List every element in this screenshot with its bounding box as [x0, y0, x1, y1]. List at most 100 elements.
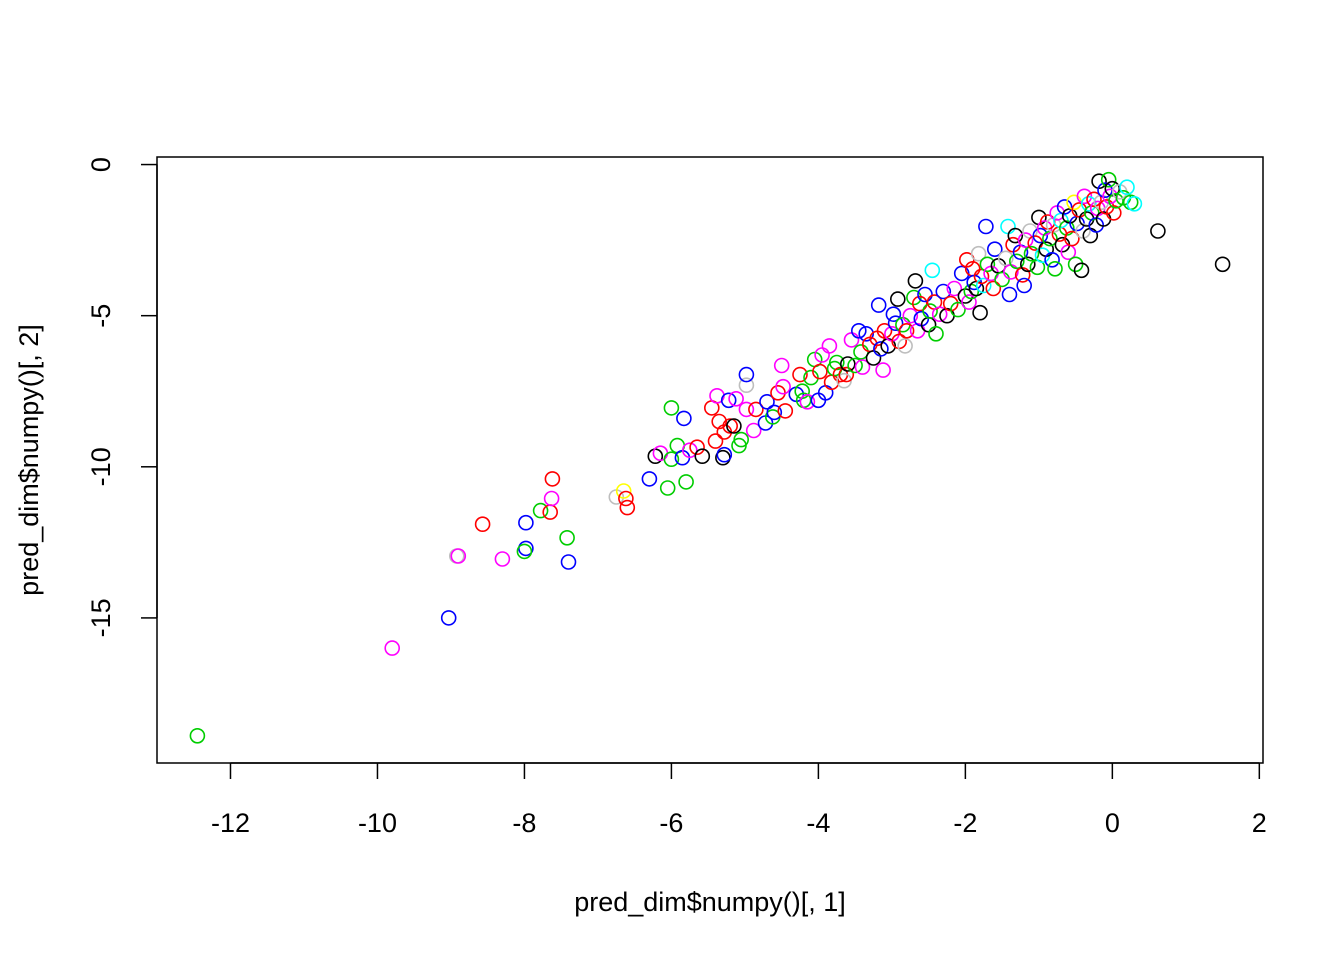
data-point [1031, 209, 1047, 226]
data-point [838, 366, 855, 383]
x-tick-label: -8 [512, 808, 536, 838]
x-tick-label: 2 [1252, 808, 1267, 838]
y-tick-label: 0 [86, 157, 116, 172]
data-point [885, 306, 902, 323]
data-point [559, 529, 575, 546]
data-point [766, 404, 783, 421]
y-axis-label: pred_dim$numpy()[, 2] [14, 324, 44, 596]
data-point [953, 265, 970, 282]
data-point [678, 474, 694, 490]
data-point [994, 271, 1010, 288]
data-point [1008, 253, 1025, 270]
data-point [516, 543, 533, 560]
data-point [850, 322, 867, 339]
data-point [1100, 171, 1117, 188]
data-point [873, 341, 889, 357]
data-point [1044, 251, 1060, 268]
data-point [560, 554, 577, 570]
y-axis: 0 -5 -10 -15 [86, 157, 158, 637]
data-point [543, 490, 560, 507]
data-point [1000, 218, 1016, 235]
data-point [681, 442, 698, 459]
data-point [745, 422, 762, 439]
data-point [898, 322, 915, 339]
data-point [707, 433, 724, 449]
x-tick-label: -4 [806, 808, 830, 838]
data-point [738, 377, 755, 394]
data-point [720, 392, 737, 409]
data-point [1001, 286, 1018, 303]
data-point [911, 295, 928, 312]
x-tick-label: 0 [1105, 808, 1120, 838]
data-point [1073, 262, 1090, 279]
data-point [494, 551, 511, 567]
data-point [1047, 260, 1063, 277]
data-point [440, 610, 457, 626]
data-point [775, 378, 791, 395]
data-point [652, 445, 669, 462]
data-point [907, 273, 924, 289]
data-point [659, 480, 676, 496]
plot-frame [156, 156, 1264, 764]
data-point [902, 307, 919, 324]
data-point [733, 431, 750, 448]
data-point [770, 384, 786, 401]
data-point [985, 280, 1002, 297]
data-point [889, 291, 906, 307]
data-point [728, 390, 744, 407]
data-point [619, 499, 636, 516]
data-point [870, 297, 887, 313]
data-point [641, 471, 658, 487]
data-point [1076, 188, 1093, 205]
data-point [887, 315, 904, 332]
data-point [711, 413, 728, 430]
data-point [897, 338, 913, 354]
data-point [676, 410, 692, 427]
data-point [1086, 191, 1102, 208]
data-point [1214, 256, 1231, 273]
data-point [544, 471, 561, 487]
data-point [931, 306, 948, 323]
data-point [843, 332, 860, 348]
y-tick-label: -15 [86, 598, 116, 637]
data-point [865, 350, 882, 366]
data-point [961, 294, 977, 310]
data-point [821, 338, 838, 354]
data-point [792, 366, 808, 383]
data-point [812, 363, 828, 380]
data-point [946, 280, 963, 297]
data-point [1108, 193, 1124, 209]
data-point [189, 727, 206, 744]
data-point [618, 490, 634, 507]
data-point [1007, 227, 1024, 244]
data-point [1032, 227, 1049, 244]
data-point [935, 283, 952, 300]
data-point [906, 289, 922, 306]
data-point [978, 218, 994, 235]
data-point [922, 303, 938, 319]
data-point [1016, 277, 1032, 294]
data-point [1023, 245, 1040, 262]
data-point [876, 322, 893, 339]
x-axis: -12 -10 -8 -6 -4 -2 0 2 [211, 762, 1267, 838]
data-point [615, 483, 632, 499]
data-point [759, 393, 775, 410]
data-point [858, 325, 875, 342]
data-point [972, 304, 988, 321]
data-point [1119, 179, 1135, 195]
data-point [847, 357, 863, 374]
data-point [738, 401, 755, 418]
data-point [748, 401, 764, 418]
data-point [1106, 205, 1122, 221]
x-axis-label: pred_dim$numpy()[, 1] [574, 887, 846, 917]
data-point [450, 548, 467, 564]
data-point [474, 516, 491, 533]
data-point [839, 356, 856, 372]
data-point [970, 245, 987, 262]
data-point [773, 357, 790, 374]
x-tick-label: -2 [953, 808, 977, 838]
data-point [975, 277, 992, 294]
data-point [799, 393, 816, 410]
y-tick-label: -5 [86, 304, 116, 328]
